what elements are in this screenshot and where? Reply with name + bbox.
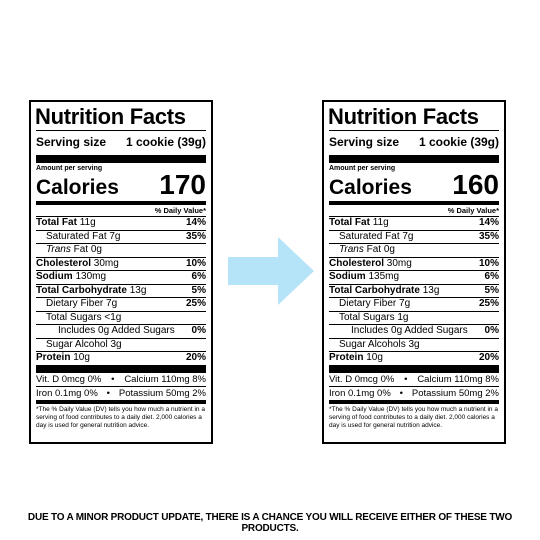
nutrient-row-cholesterol: Cholesterol 30mg 10% [329,256,499,269]
vitamin-row-1: Vit. D 0mcg 0% • Calcium 110mg 8% [329,373,499,385]
product-update-disclaimer: DUE TO A MINOR PRODUCT UPDATE, THERE IS … [27,512,513,534]
nutrient-row-saturated-fat: Saturated Fat 7g 35% [329,229,499,244]
daily-value-header: % Daily Value* [447,206,499,215]
vitamin-row-2: Iron 0.1mg 0% • Potassium 50mg 2% [329,387,499,399]
nutrient-row-dietary-fiber: Dietary Fiber 7g 25% [36,297,206,311]
nutrient-row-protein: Protein 10g 20% [329,351,499,363]
nutrient-row-trans-fat: Trans Fat 0g [36,243,206,257]
label-title: Nutrition Facts [35,104,186,129]
daily-value-header: % Daily Value* [154,206,206,215]
nutrient-row-added-sugars: Includes 0g Added Sugars 0% [329,324,499,338]
nutrient-row-protein: Protein 10g 20% [36,351,206,363]
serving-size-row: Serving size 1 cookie (39g) [36,134,206,150]
nutrient-row-cholesterol: Cholesterol 30mg 10% [36,256,206,269]
calories-value: 160 [452,169,499,200]
calories-row: Calories 160 [329,169,499,200]
label-title: Nutrition Facts [328,104,479,129]
nutrition-label-old: Nutrition Facts Serving size 1 cookie (3… [29,100,213,444]
serving-size-row: Serving size 1 cookie (39g) [329,134,499,150]
serving-size-value: 1 cookie (39g) [125,135,206,149]
vitamin-row-1: Vit. D 0mcg 0% • Calcium 110mg 8% [36,373,206,385]
nutrient-row-total-fat: Total Fat 11g 14% [36,216,206,228]
nutrient-row-total-carbohydrate: Total Carbohydrate 13g 5% [36,283,206,296]
serving-size-label: Serving size [329,135,400,149]
nutrition-label-new: Nutrition Facts Serving size 1 cookie (3… [322,100,506,444]
nutrient-row-total-carbohydrate: Total Carbohydrate 13g 5% [329,283,499,296]
nutrient-row-sodium: Sodium 130mg 6% [36,270,206,282]
calories-label: Calories [36,176,119,199]
calories-row: Calories 170 [36,169,206,200]
nutrient-row-sugar-alcohol: Sugar Alcohols 3g [329,337,499,352]
nutrient-row-total-sugars: Total Sugars 1g [329,310,499,325]
right-arrow-icon [228,237,314,305]
nutrient-row-added-sugars: Includes 0g Added Sugars 0% [36,324,206,338]
vitamin-row-2: Iron 0.1mg 0% • Potassium 50mg 2% [36,387,206,399]
calories-label: Calories [329,176,412,199]
serving-size-label: Serving size [36,135,107,149]
nutrient-row-dietary-fiber: Dietary Fiber 7g 25% [329,297,499,311]
nutrient-row-saturated-fat: Saturated Fat 7g 35% [36,229,206,244]
nutrient-row-sugar-alcohol: Sugar Alcohol 3g [36,337,206,352]
daily-value-footnote: *The % Daily Value (DV) tells you how mu… [36,405,205,429]
serving-size-value: 1 cookie (39g) [418,135,499,149]
nutrient-row-total-fat: Total Fat 11g 14% [329,216,499,228]
nutrient-row-total-sugars: Total Sugars <1g [36,310,206,325]
amount-per-serving: Amount per serving [36,165,103,172]
amount-per-serving: Amount per serving [329,165,396,172]
nutrient-row-trans-fat: Trans Fat 0g [329,243,499,257]
daily-value-footnote: *The % Daily Value (DV) tells you how mu… [329,405,498,429]
nutrient-row-sodium: Sodium 135mg 6% [329,270,499,282]
calories-value: 170 [159,169,206,200]
